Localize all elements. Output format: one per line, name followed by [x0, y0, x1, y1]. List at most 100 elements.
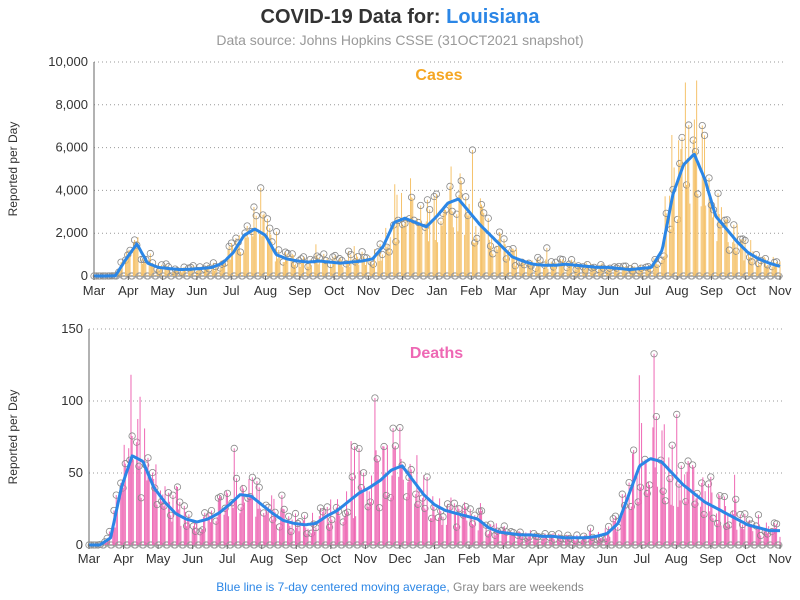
daily-marker [511, 262, 519, 270]
daily-marker [371, 394, 379, 402]
daily-marker [668, 441, 676, 449]
x-tick-label: Oct [735, 551, 756, 566]
x-tick-label: Nov [768, 551, 792, 566]
daily-marker [636, 483, 645, 491]
daily-marker [408, 193, 416, 201]
daily-marker [341, 509, 350, 518]
daily-marker [272, 228, 281, 236]
daily-marker [392, 238, 400, 246]
chart-title: COVID-19 Data for: Louisiana [0, 6, 800, 29]
daily-marker [677, 461, 685, 470]
daily-marker [713, 520, 722, 528]
daily-marker [682, 181, 691, 189]
daily-marker [359, 469, 368, 477]
x-tick-label: Mar [78, 551, 101, 566]
daily-marker [319, 508, 327, 516]
daily-marker [568, 256, 576, 264]
daily-marker [269, 516, 277, 524]
daily-marker [775, 272, 783, 280]
daily-marker [700, 510, 708, 519]
x-tick-label: Jul [223, 283, 240, 298]
daily-marker [611, 512, 620, 520]
daily-marker [432, 190, 441, 198]
x-tick-label: Aug [254, 283, 277, 298]
x-tick-label: Sep [699, 551, 722, 566]
daily-marker [287, 528, 295, 536]
daily-marker [284, 249, 292, 258]
daily-marker [250, 203, 258, 211]
daily-marker [450, 499, 458, 507]
daily-marker [278, 491, 286, 499]
daily-marker [373, 455, 381, 463]
daily-marker [417, 201, 425, 210]
daily-marker [423, 196, 432, 204]
daily-marker [260, 509, 268, 517]
daily-marker [257, 184, 265, 192]
daily-marker [536, 256, 544, 264]
chart-subtitle: Data source: Johns Hopkins CSSE (31OCT20… [216, 32, 584, 48]
daily-marker [243, 222, 251, 230]
daily-marker [509, 244, 517, 253]
daily-marker [484, 214, 492, 222]
x-tick-label: Oct [324, 283, 345, 298]
daily-marker [500, 235, 508, 243]
y-tick-label: 150 [61, 321, 83, 336]
daily-marker [325, 523, 334, 531]
x-tick-label: Mar [83, 283, 106, 298]
daily-marker [698, 479, 706, 487]
daily-marker [502, 255, 510, 263]
daily-marker [775, 541, 783, 549]
x-tick-label: Jul [634, 283, 651, 298]
x-tick-label: May [560, 551, 585, 566]
y-tick-label: 0 [81, 268, 88, 283]
daily-marker [627, 502, 635, 511]
daily-marker [704, 480, 713, 488]
x-tick-label: Apr [113, 551, 134, 566]
daily-marker [230, 444, 238, 452]
x-tick-label: Feb [458, 551, 480, 566]
daily-marker [745, 516, 753, 524]
daily-marker [263, 215, 272, 223]
daily-marker [259, 211, 267, 219]
daily-marker [700, 131, 709, 139]
daily-marker [353, 253, 362, 261]
x-tick-label: May [146, 551, 171, 566]
x-tick-label: Jun [182, 551, 203, 566]
daily-marker [217, 493, 225, 501]
daily-marker [736, 235, 745, 243]
x-tick-label: Jun [186, 283, 207, 298]
daily-marker [266, 224, 274, 232]
y-axis-label: Reported per Day [6, 390, 20, 485]
daily-marker [391, 442, 399, 450]
daily-marker [480, 209, 488, 217]
daily-marker [477, 200, 486, 209]
title-state: Louisiana [446, 6, 540, 28]
daily-marker [748, 258, 756, 266]
daily-marker [303, 530, 311, 538]
daily-marker [439, 513, 447, 521]
panel-title: Cases [415, 67, 462, 84]
daily-marker [549, 263, 558, 271]
daily-marker [133, 241, 141, 249]
daily-marker [772, 520, 781, 528]
daily-marker [316, 504, 325, 512]
daily-marker [288, 250, 296, 258]
daily-marker [754, 511, 763, 519]
daily-bars [85, 350, 783, 549]
daily-marker [396, 424, 404, 432]
daily-marker [684, 457, 692, 465]
daily-marker [426, 205, 434, 214]
daily-marker [128, 432, 136, 440]
y-tick-label: 8,000 [55, 97, 88, 112]
y-tick-label: 4,000 [55, 182, 88, 197]
daily-marker [182, 522, 191, 530]
daily-marker [707, 473, 715, 481]
daily-marker [180, 502, 188, 510]
x-tick-label: Apr [118, 283, 139, 298]
daily-marker [630, 446, 638, 454]
daily-marker [446, 182, 454, 190]
daily-marker [421, 223, 429, 231]
x-tick-label: Jul [219, 551, 236, 566]
footnote-moving-average: Blue line is 7-day centered moving avera… [216, 580, 450, 594]
